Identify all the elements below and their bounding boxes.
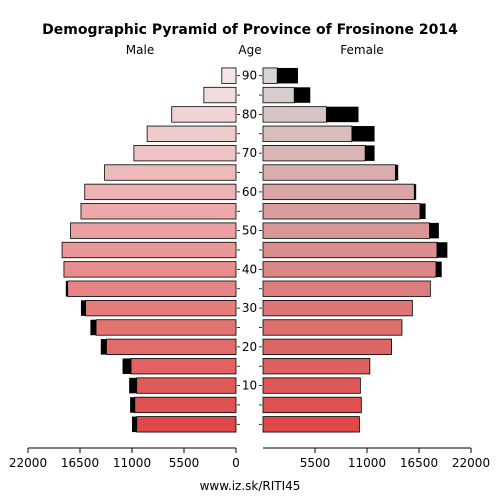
male-bar	[67, 280, 237, 297]
age-tick-label: 40	[242, 262, 257, 276]
female-bar	[262, 416, 360, 433]
x-tick-label: 11000	[348, 456, 386, 470]
female-bar	[262, 203, 421, 220]
female-label: Female	[340, 43, 383, 57]
male-surplus-bar	[100, 339, 107, 355]
male-bar	[134, 396, 237, 414]
female-surplus-bar	[294, 87, 311, 103]
male-bar	[133, 145, 237, 162]
source-footer: www.iz.sk/RITI45	[200, 479, 301, 493]
male-bar	[146, 125, 237, 142]
female-bar	[262, 164, 396, 181]
male-surplus-bar	[130, 397, 135, 413]
male-bar	[171, 106, 237, 123]
x-tick-label: 22000	[9, 456, 47, 470]
female-surplus-bar	[326, 106, 359, 123]
female-bar	[262, 86, 295, 104]
female-surplus-bar	[351, 126, 375, 142]
female-bar	[262, 67, 278, 84]
male-label: Male	[126, 43, 154, 57]
female-bar	[262, 319, 403, 336]
plot-area: 10 20 30 40 50 60 70 80 90 22000 16500 11000 5500 0 55…	[9, 67, 490, 470]
female-surplus-bar	[419, 203, 426, 220]
male-bar	[84, 183, 237, 201]
female-surplus-bar	[395, 164, 399, 181]
female-bar	[262, 106, 327, 123]
male-bar	[85, 299, 237, 317]
age-tick-label: 60	[242, 185, 257, 199]
female-surplus-bar	[414, 184, 417, 200]
male-bar	[136, 377, 237, 394]
female-bar	[262, 241, 438, 259]
female-surplus-bar	[436, 261, 442, 278]
age-tick-label: 90	[242, 69, 257, 83]
female-bar	[262, 222, 430, 239]
male-surplus-bar	[80, 300, 86, 316]
female-bar	[262, 338, 392, 355]
male-bar	[221, 67, 237, 84]
age-tick-label: 30	[242, 301, 257, 315]
male-surplus-bar	[65, 280, 68, 297]
female-surplus-bar	[365, 145, 375, 161]
male-bar	[136, 416, 237, 433]
age-tick-label: 80	[242, 107, 257, 121]
male-bar	[203, 86, 237, 104]
male-bar	[104, 164, 237, 181]
age-tick-label: 10	[242, 379, 257, 393]
female-bar	[262, 280, 431, 297]
female-bar	[262, 261, 437, 278]
male-bar	[63, 261, 237, 278]
female-bar	[262, 396, 362, 414]
age-tick-label: 20	[242, 340, 257, 354]
x-tick-label: 16500	[400, 456, 438, 470]
female-bar	[262, 125, 353, 142]
chart-title: Demographic Pyramid of Province of Frosi…	[42, 22, 458, 38]
male-bar	[95, 319, 237, 336]
age-tick-label: 70	[242, 146, 257, 160]
male-bar	[80, 203, 237, 220]
female-bar	[262, 299, 413, 317]
female-surplus-bar	[429, 222, 439, 239]
female-surplus-bar	[277, 67, 298, 84]
male-bar	[106, 338, 237, 355]
male-bar	[70, 222, 237, 239]
x-tick-label: 5500	[300, 456, 331, 470]
x-tick-label: 16500	[61, 456, 99, 470]
female-surplus-bar	[436, 242, 448, 258]
female-bar	[262, 377, 361, 394]
male-surplus-bar	[132, 416, 137, 433]
x-tick-label: 0	[232, 456, 240, 470]
male-bar	[61, 241, 237, 259]
age-label: Age	[238, 43, 261, 57]
x-tick-label: 22000	[452, 456, 490, 470]
x-tick-label: 11000	[113, 456, 151, 470]
male-surplus-bar	[90, 319, 97, 336]
age-tick-label: 50	[242, 224, 257, 238]
female-bar	[262, 145, 366, 162]
male-bar	[130, 358, 237, 375]
male-surplus-bar	[122, 358, 132, 374]
male-surplus-bar	[129, 377, 137, 394]
female-bar	[262, 183, 415, 201]
female-bar	[262, 358, 371, 375]
x-tick-label: 5500	[169, 456, 200, 470]
